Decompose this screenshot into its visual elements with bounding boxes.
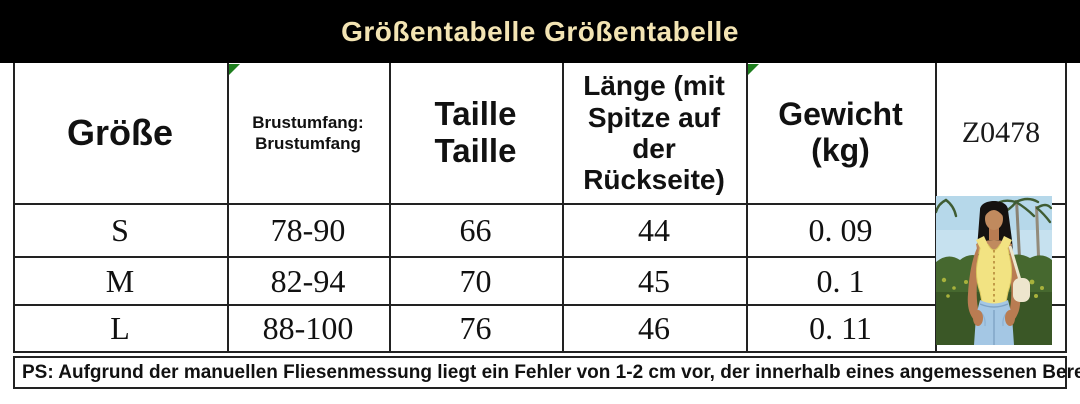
cell-chest-l: 88-100 bbox=[262, 310, 354, 346]
cell-size-m: M bbox=[105, 262, 135, 299]
cell-weight-s: 0. 09 bbox=[808, 212, 873, 248]
product-code-cell: Z0478 bbox=[937, 63, 1065, 203]
cell-length-l: 46 bbox=[638, 310, 670, 346]
column-header-length: Länge (mit Spitze auf der Rückseite) bbox=[583, 70, 725, 196]
cell-weight-m: 0. 1 bbox=[816, 262, 865, 299]
column-header-chest: Brustumfang: Brustumfang bbox=[252, 112, 364, 153]
column-header-weight: Gewicht (kg) bbox=[778, 96, 903, 168]
cell-waist-m: 70 bbox=[459, 262, 492, 299]
measurement-disclaimer-box: PS: Aufgrund der manuellen Fliesenmessun… bbox=[13, 356, 1080, 389]
table-border-right bbox=[1065, 63, 1067, 353]
cell-waist-l: 76 bbox=[459, 310, 492, 346]
title-bar: Größentabelle Größentabelle bbox=[0, 0, 1080, 63]
cell-chest-m: 82-94 bbox=[270, 262, 346, 299]
page-title: Größentabelle Größentabelle bbox=[341, 15, 739, 47]
product-photo bbox=[936, 196, 1052, 345]
cell-chest-s: 78-90 bbox=[270, 212, 346, 248]
table-border-bottom bbox=[13, 351, 1067, 353]
cell-size-l: L bbox=[110, 310, 130, 346]
table-divider-1 bbox=[227, 63, 229, 353]
table-border-left bbox=[13, 63, 15, 353]
row-line-m bbox=[13, 304, 1067, 306]
cell-corner-flag-icon bbox=[748, 64, 759, 75]
table-divider-2 bbox=[389, 63, 391, 353]
table-divider-4 bbox=[746, 63, 748, 353]
cell-size-s: S bbox=[111, 212, 129, 248]
column-header-size: Größe bbox=[66, 111, 173, 153]
measurement-disclaimer-text: PS: Aufgrund der manuellen Fliesenmessun… bbox=[22, 361, 1080, 383]
product-code: Z0478 bbox=[961, 116, 1041, 149]
row-line-s bbox=[13, 256, 1067, 258]
cell-corner-flag-icon bbox=[229, 64, 240, 75]
table-divider-3 bbox=[562, 63, 564, 353]
cell-length-m: 45 bbox=[638, 262, 670, 299]
cell-weight-l: 0. 11 bbox=[809, 310, 872, 346]
cell-waist-s: 66 bbox=[459, 212, 492, 248]
cell-length-s: 44 bbox=[638, 212, 670, 248]
column-header-waist: Taille Taille bbox=[434, 95, 517, 169]
product-photo-illustration bbox=[936, 196, 1052, 345]
row-line-header bbox=[13, 203, 1067, 205]
